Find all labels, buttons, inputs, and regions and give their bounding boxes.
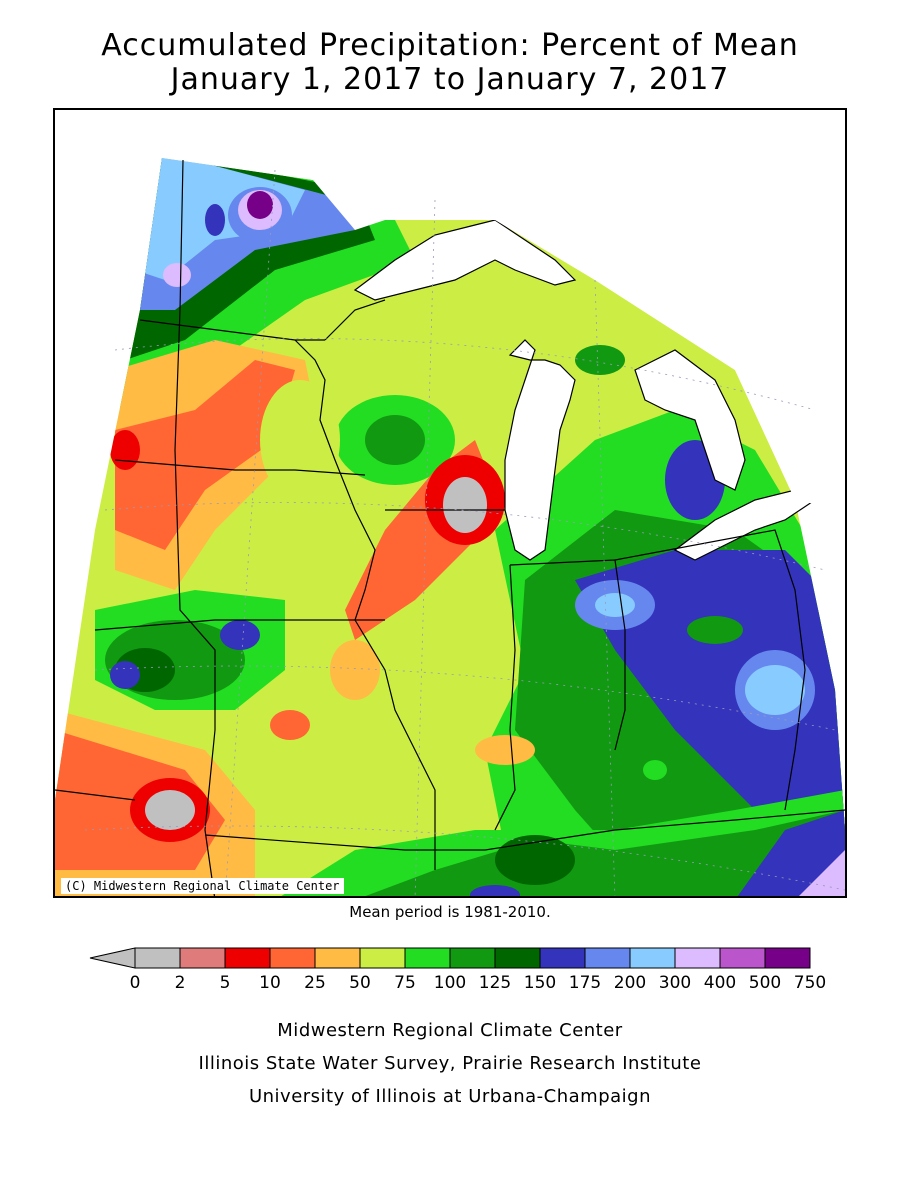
legend-tick-label: 50 (349, 973, 371, 993)
legend-tick-label: 150 (524, 973, 556, 993)
map-date-range: January 1, 2017 to January 7, 2017 (170, 62, 730, 97)
legend-bin (224, 947, 271, 969)
legend-bin (359, 947, 406, 969)
footer-survey: Illinois State Water Survey, Prairie Res… (198, 1053, 702, 1074)
legend-bin (764, 947, 811, 969)
legend-tick-label: 300 (659, 973, 691, 993)
footer-university: University of Illinois at Urbana-Champai… (248, 1086, 652, 1107)
legend-under-arrow (89, 947, 136, 969)
legend-tick-label: 750 (794, 973, 826, 993)
graticule (84, 169, 845, 896)
legend-bin (674, 947, 721, 969)
legend-bin (494, 947, 541, 969)
legend-tick-label: 0 (130, 973, 141, 993)
map-title: Accumulated Precipitation: Percent of Me… (101, 28, 799, 63)
legend-tick-label: 2 (175, 973, 186, 993)
legend-tick-label: 5 (220, 973, 231, 993)
footer-org: Midwestern Regional Climate Center (277, 1020, 623, 1041)
legend-bin (269, 947, 316, 969)
legend-tick-label: 500 (749, 973, 781, 993)
legend-bin (539, 947, 586, 969)
legend-tick-label: 400 (704, 973, 736, 993)
legend-bin (719, 947, 766, 969)
legend-bin (314, 947, 361, 969)
legend-bin (449, 947, 496, 969)
state-boundaries (55, 159, 845, 896)
mean-period-note: Mean period is 1981-2010. (349, 903, 551, 921)
legend-bin (134, 947, 181, 969)
outside-region (55, 110, 845, 510)
legend-tick-label: 200 (614, 973, 646, 993)
legend-tick-label: 175 (569, 973, 601, 993)
legend-bin (404, 947, 451, 969)
legend-tick-label: 125 (479, 973, 511, 993)
color-legend: 0 2 5 10 25 50 75 100 125 150 175 200 300 400 500 750 (89, 947, 826, 993)
legend-tick-label: 100 (434, 973, 466, 993)
legend-tick-label: 75 (394, 973, 416, 993)
legend-bin (179, 947, 226, 969)
copyright-label: (C) Midwestern Regional Climate Center (61, 878, 344, 894)
legend-bin (629, 947, 676, 969)
precipitation-map: (C) Midwestern Regional Climate Center (53, 108, 847, 898)
legend-tick-label: 25 (304, 973, 326, 993)
legend-tick-label: 10 (259, 973, 281, 993)
legend-bin (584, 947, 631, 969)
